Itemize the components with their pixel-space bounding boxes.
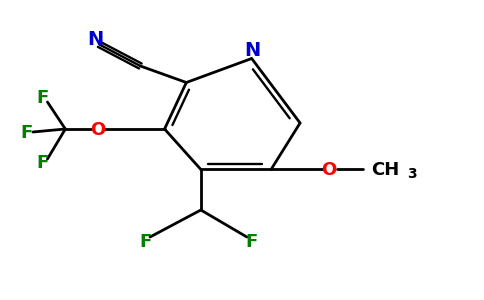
Text: F: F bbox=[21, 124, 33, 142]
Text: F: F bbox=[246, 233, 258, 251]
Text: CH: CH bbox=[371, 161, 399, 179]
Text: F: F bbox=[139, 233, 151, 251]
Text: 3: 3 bbox=[407, 167, 417, 182]
Text: O: O bbox=[321, 161, 336, 179]
Text: N: N bbox=[244, 41, 261, 60]
Text: O: O bbox=[91, 121, 106, 139]
Text: F: F bbox=[36, 154, 48, 172]
Text: N: N bbox=[87, 30, 104, 49]
Text: F: F bbox=[36, 89, 48, 107]
